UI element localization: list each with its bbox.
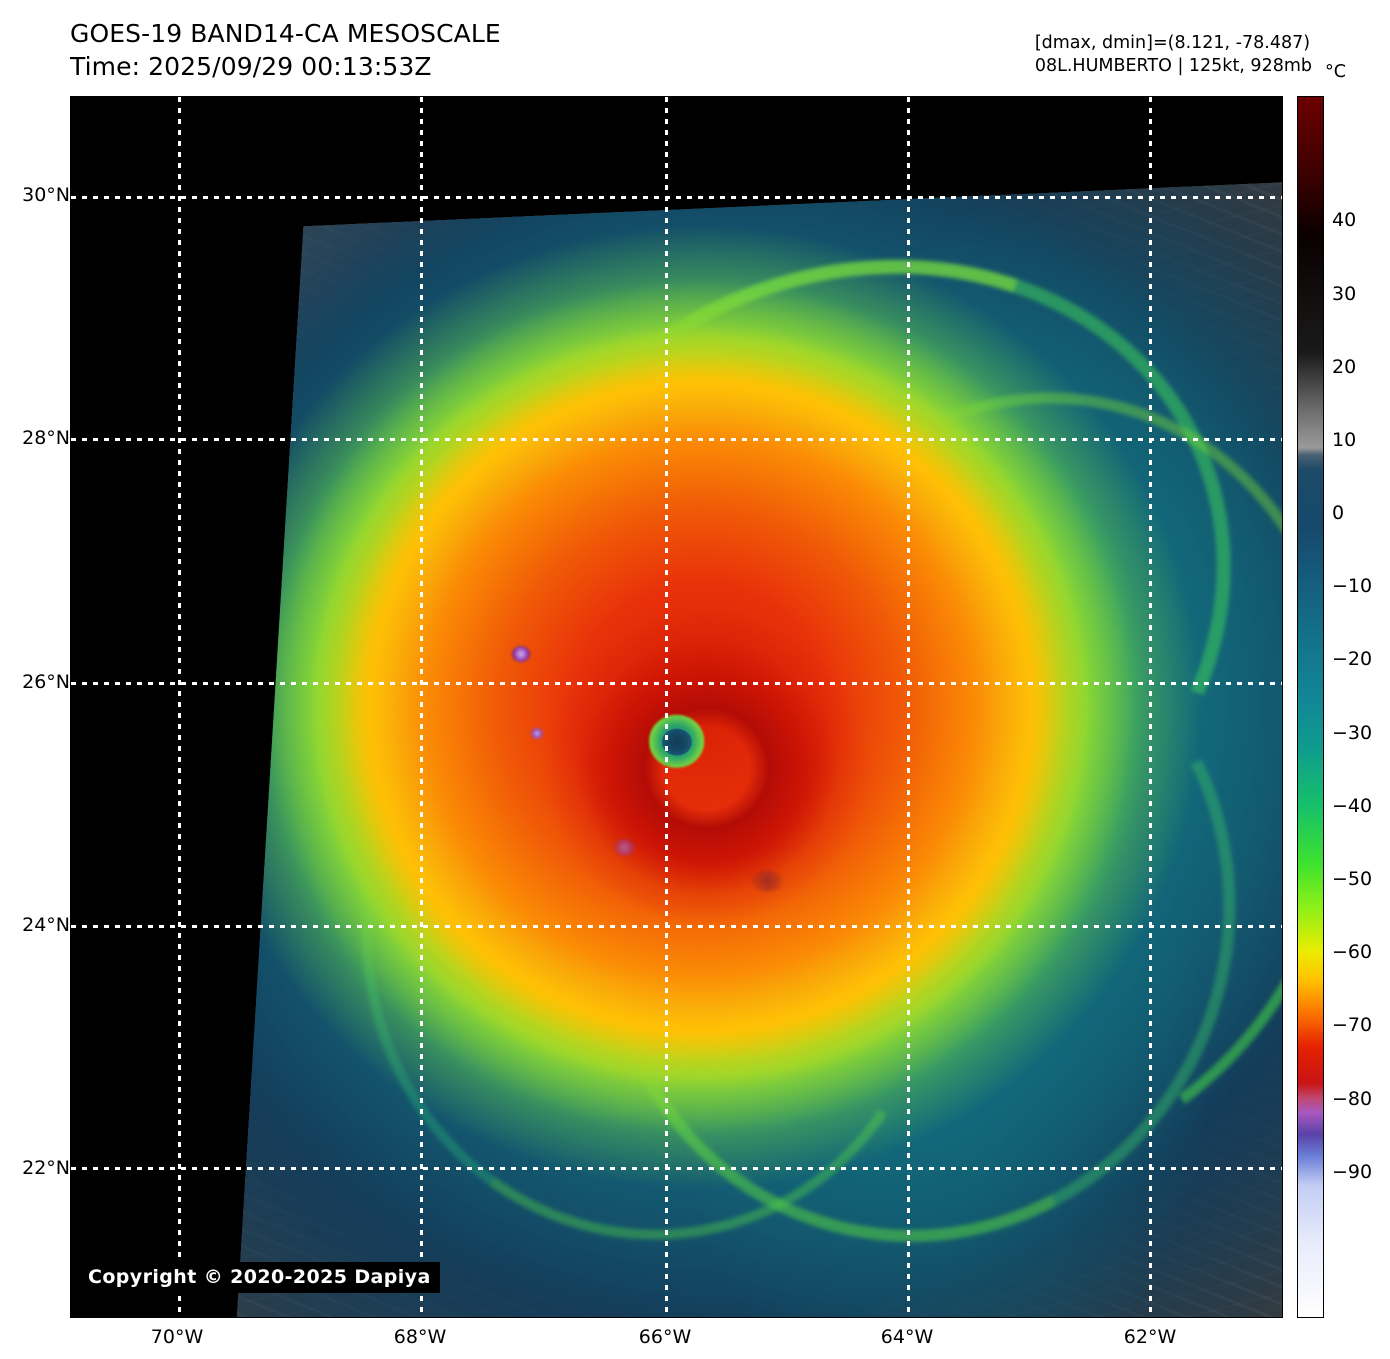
lon-tick: 70°W — [150, 1326, 204, 1348]
colorbar-tick: 0 — [1332, 502, 1345, 525]
colorbar-tick: −70 — [1332, 1014, 1373, 1037]
gridline-vertical — [177, 97, 181, 1317]
lat-tick: 26°N — [22, 671, 70, 693]
colorbar-tick: −40 — [1332, 794, 1373, 817]
lon-tick: 66°W — [638, 1326, 692, 1348]
colorbar-tick: 10 — [1332, 428, 1357, 451]
colorbar-tick: −80 — [1332, 1087, 1373, 1110]
colorbar-tick: 20 — [1332, 355, 1357, 378]
product-title: GOES-19 BAND14-CA MESOSCALE — [70, 19, 501, 48]
gridline-horizontal — [71, 1167, 1282, 1171]
satellite-image-plot: Copyright © 2020-2025 Dapiya — [70, 96, 1283, 1318]
lon-tick: 68°W — [393, 1326, 447, 1348]
overshooting-top-1 — [511, 646, 530, 662]
metadata-block: [dmax, dmin]=(8.121, -78.487) 08L.HUMBER… — [1035, 32, 1312, 78]
colorbar-tick: −50 — [1332, 868, 1373, 890]
lat-tick: 30°N — [22, 184, 70, 206]
copyright-watermark: Copyright © 2020-2025 Dapiya — [79, 1262, 440, 1293]
temperature-colorbar — [1297, 96, 1324, 1318]
overshooting-top-4 — [751, 870, 784, 893]
colorbar-tick: −90 — [1332, 1160, 1373, 1183]
data-minmax-label: [dmax, dmin]=(8.121, -78.487) — [1034, 33, 1311, 53]
lat-tick: 22°N — [22, 1157, 70, 1179]
overshooting-top-2 — [531, 727, 544, 739]
colorbar-tick: 40 — [1332, 209, 1357, 232]
gridline-horizontal — [71, 681, 1282, 685]
colorbar-gradient — [1298, 97, 1323, 1317]
lat-lon-gridlines — [71, 97, 1282, 1317]
timestamp-label: Time: 2025/09/29 00:13:53Z — [70, 51, 432, 81]
gridline-horizontal — [71, 195, 1282, 199]
lon-tick: 64°W — [880, 1326, 934, 1348]
colorbar-tick: −20 — [1332, 648, 1373, 671]
storm-info-label: 08L.HUMBERTO | 125kt, 928mb — [1034, 56, 1312, 77]
lat-tick: 24°N — [22, 914, 70, 936]
lon-tick: 62°W — [1123, 1326, 1177, 1348]
gridline-vertical — [420, 97, 424, 1317]
gridline-vertical — [1149, 97, 1153, 1317]
satellite-swath — [236, 182, 1282, 1317]
eyewall-ring — [236, 182, 1282, 1317]
colorbar-tick: −10 — [1332, 575, 1373, 598]
colorbar-tick: −30 — [1332, 721, 1373, 744]
gridline-horizontal — [71, 438, 1282, 442]
gridline-vertical — [664, 97, 668, 1317]
overshooting-top-3 — [613, 838, 636, 856]
gridline-horizontal — [71, 924, 1282, 928]
colorbar-tick: 30 — [1332, 282, 1357, 305]
lat-tick: 28°N — [22, 427, 70, 449]
title-block: GOES-19 BAND14-CA MESOSCALE Time: 2025/0… — [70, 18, 501, 83]
gridline-vertical — [906, 97, 910, 1317]
colorbar-tick: −60 — [1332, 941, 1373, 964]
colorbar-unit-label: °C — [1325, 62, 1346, 82]
